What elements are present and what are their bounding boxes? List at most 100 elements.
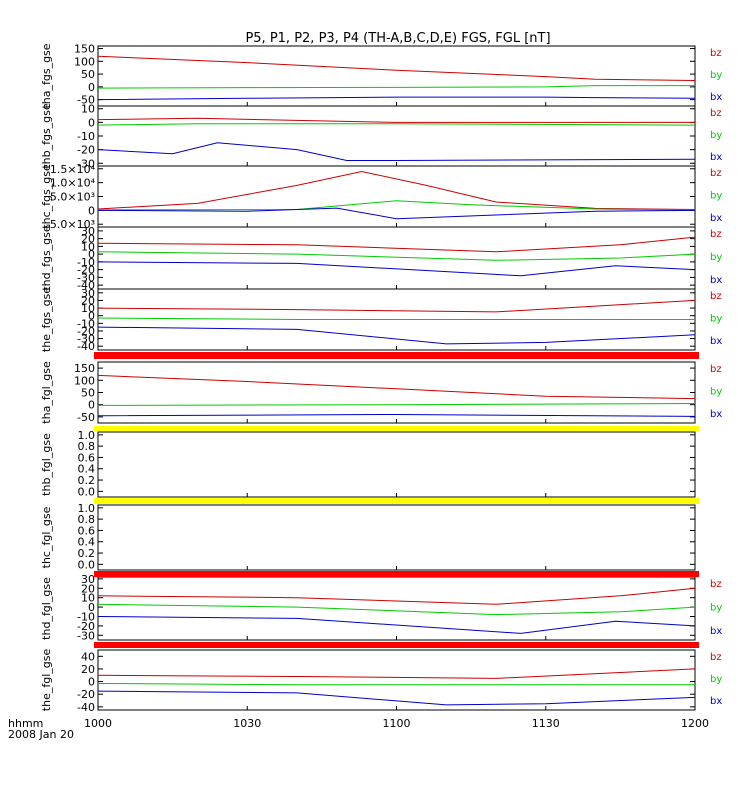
legend-label-bx: bx	[710, 152, 722, 163]
series-line-by	[97, 200, 696, 211]
y-tick-label: 40	[81, 650, 95, 663]
panel-8: 1.00.80.60.40.20.0 thc_fgl_gse	[40, 502, 696, 571]
series-line-bz	[97, 668, 696, 679]
y-tick-label: 1.0	[78, 502, 96, 515]
x-axis-date: 2008 Jan 20	[8, 728, 74, 741]
y-tick-label: -10	[77, 317, 95, 330]
y-tick-label: -10	[77, 610, 95, 623]
y-axis-label: tha_fgs_gse	[40, 43, 53, 108]
legend-label-bx: bx	[710, 696, 722, 707]
series-line-by	[97, 683, 695, 686]
x-tick-label: 1100	[383, 717, 411, 730]
series-line-bx	[97, 326, 696, 345]
y-tick-label: -30	[77, 157, 95, 170]
panel-7: 1.00.80.60.40.20.0 thb_fgl_gse	[40, 429, 696, 498]
legend-label-bx: bx	[710, 336, 722, 347]
legend-label-bx: bx	[710, 409, 722, 420]
y-tick-label: 0	[88, 399, 95, 412]
series-line-bz	[97, 374, 696, 400]
series-line-by	[97, 603, 696, 616]
legend-label-bx: bx	[710, 626, 722, 637]
y-tick-label: -40	[77, 701, 95, 714]
legend-label-bz: bz	[710, 229, 722, 240]
y-tick-label: 10	[81, 302, 95, 315]
series-line-by	[97, 403, 696, 406]
y-tick-label: 0	[88, 116, 95, 129]
series-line-bx	[97, 207, 696, 220]
y-tick-label: 0.4	[78, 463, 96, 476]
y-tick-label: 1.5×10⁴	[50, 163, 96, 176]
x-tick-label: 1030	[233, 717, 261, 730]
legend-label-by: by	[710, 191, 722, 202]
y-tick-label: 30	[81, 287, 95, 300]
y-tick-label: 0.8	[78, 440, 96, 453]
y-tick-label: -5.0×10³	[46, 218, 95, 231]
y-tick-label: 10	[81, 240, 95, 253]
y-tick-label: -40	[77, 340, 95, 353]
legend-label-bx: bx	[710, 92, 722, 103]
y-axis-label: the_fgs_gse	[40, 287, 53, 352]
y-tick-label: 1.0	[78, 429, 96, 442]
y-axis-label: thb_fgl_gse	[40, 433, 53, 496]
y-tick-label: -20	[77, 325, 95, 338]
x-tick-label: 1130	[532, 717, 560, 730]
legend-label-bz: bz	[710, 579, 722, 590]
y-tick-label: 50	[81, 387, 95, 400]
y-tick-label: 30	[81, 573, 95, 586]
y-tick-label: 150	[74, 43, 95, 56]
data-flag-bar	[94, 642, 699, 648]
y-axis-label: thb_fgs_gse	[40, 103, 53, 169]
series-line-bz	[97, 117, 695, 123]
y-tick-label: 0.0	[78, 558, 96, 571]
y-tick-label: 100	[74, 374, 95, 387]
y-axis-label: thd_fgl_gse	[40, 577, 53, 640]
panel-3: 1.5×10⁴1.0×10⁴5.0×10³0-5.0×10³thc_fgs_gs…	[40, 163, 722, 231]
series-line-by	[97, 85, 695, 89]
y-tick-label: 30	[81, 225, 95, 238]
y-axis-label: thc_fgs_gse	[40, 164, 53, 229]
data-flag-bar	[94, 571, 699, 577]
data-flag-bar	[94, 498, 699, 504]
legend-label-bz: bz	[710, 291, 722, 302]
legend-label-by: by	[710, 130, 722, 141]
series-line-bx	[97, 96, 696, 101]
y-tick-label: 0	[88, 676, 95, 689]
y-tick-label: 0.4	[78, 536, 96, 549]
y-tick-label: -50	[77, 411, 95, 424]
series-line-bz	[97, 236, 696, 253]
x-axis: 1000 1030 1100 1130 1200	[84, 717, 709, 730]
y-tick-label: 0	[88, 310, 95, 323]
y-tick-label: -30	[77, 629, 95, 642]
y-tick-label: 10	[81, 592, 95, 605]
y-tick-label: 0.2	[78, 547, 96, 560]
y-tick-label: 0.0	[78, 485, 96, 498]
legend-label-by: by	[710, 70, 722, 81]
legend-label-bz: bz	[710, 364, 722, 375]
y-tick-label: -20	[77, 620, 95, 633]
y-tick-label: -40	[77, 279, 95, 292]
y-tick-label: -20	[77, 144, 95, 157]
legend-label-by: by	[710, 674, 722, 685]
legend-label-by: by	[710, 314, 722, 325]
y-tick-label: 0	[88, 204, 95, 217]
y-tick-label: 50	[81, 68, 95, 81]
y-tick-label: -30	[77, 333, 95, 346]
series-line-bz	[97, 170, 696, 210]
legend-label-by: by	[710, 603, 722, 614]
series-line-by	[97, 251, 696, 261]
legend-label-bx: bx	[710, 213, 722, 224]
y-tick-label: 0	[88, 601, 95, 614]
series-line-bx	[97, 142, 696, 161]
y-tick-label: 20	[81, 582, 95, 595]
y-tick-label: -20	[77, 264, 95, 277]
y-tick-label: -10	[77, 256, 95, 269]
series-line-bx	[97, 690, 696, 706]
